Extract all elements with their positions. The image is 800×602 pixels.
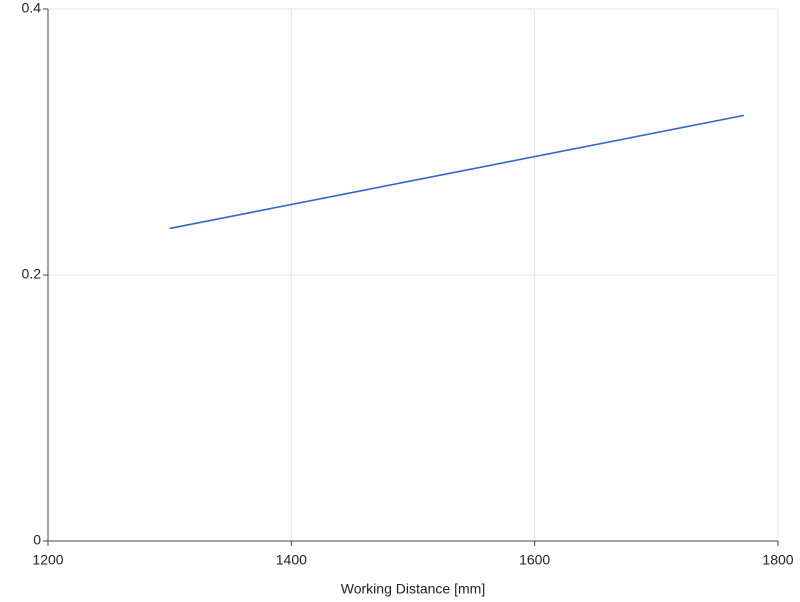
y-tick-label: 0.4 bbox=[22, 0, 42, 16]
y-tick-label: 0 bbox=[33, 532, 41, 548]
x-axis-title: Working Distance [mm] bbox=[341, 581, 485, 597]
x-tick-label: 1800 bbox=[762, 552, 793, 568]
line-series bbox=[169, 114, 745, 230]
x-tick-label: 1600 bbox=[519, 552, 550, 568]
y-tick-label: 0.2 bbox=[22, 266, 42, 282]
x-tick-label: 1200 bbox=[32, 552, 63, 568]
x-tick-label: 1400 bbox=[276, 552, 307, 568]
